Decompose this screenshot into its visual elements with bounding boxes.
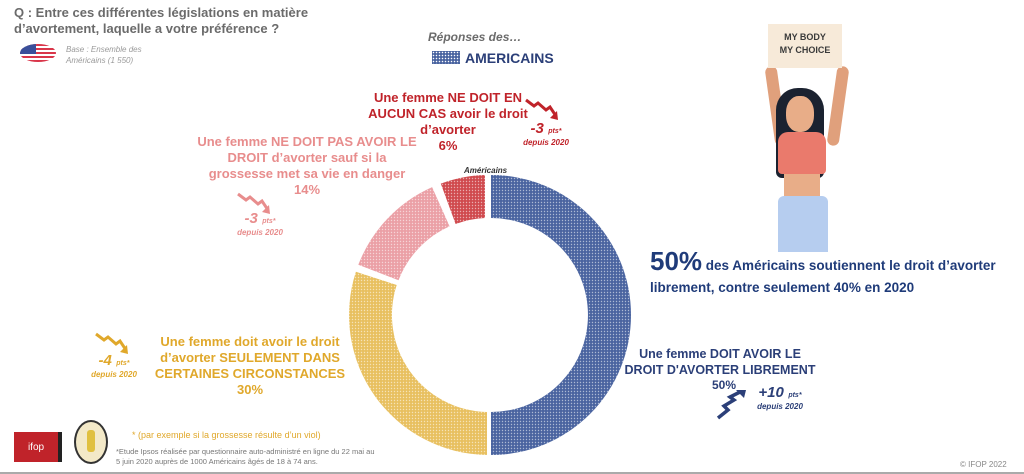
delta-pink-since: depuis 2020 bbox=[237, 228, 283, 237]
label-blue: Une femme DOIT AVOIR LE DROIT D'AVORTER … bbox=[620, 346, 820, 378]
delta-yellow-since: depuis 2020 bbox=[91, 370, 137, 379]
illustration-belly bbox=[784, 174, 820, 196]
label-pink-value: 14% bbox=[293, 182, 321, 197]
legend-title: Réponses des… bbox=[428, 30, 522, 44]
footnote: * (par exemple si la grossesse résulte d… bbox=[132, 430, 321, 440]
bottom-divider bbox=[0, 472, 1024, 474]
delta-red-unit: pts* bbox=[548, 128, 562, 135]
delta-blue-since: depuis 2020 bbox=[757, 402, 803, 411]
label-red-value: 6% bbox=[438, 138, 458, 153]
headline-text: des Américains soutiennent le droit d’av… bbox=[650, 258, 996, 295]
label-yellow: Une femme doit avoir le droit d’avorter … bbox=[140, 334, 360, 398]
delta-red: -3 pts* depuis 2020 bbox=[516, 120, 576, 148]
legend-swatch bbox=[432, 51, 460, 64]
delta-blue: +10 pts* depuis 2020 bbox=[748, 384, 812, 412]
illustration-face bbox=[786, 96, 814, 132]
down-trend-arrow-icon bbox=[95, 332, 128, 354]
illustration-arm-right bbox=[826, 65, 850, 147]
label-yellow-text: Une femme doit avoir le droit d’avorter … bbox=[154, 334, 346, 381]
donut-label: Américains bbox=[464, 166, 508, 175]
label-red: Une femme NE DOIT EN AUCUN CAS avoir le … bbox=[368, 90, 528, 154]
sign-line-1: MY BODY bbox=[784, 32, 826, 42]
label-pink-text: Une femme NE DOIT PAS AVOIR LE DROIT d’a… bbox=[197, 134, 417, 181]
delta-pink-unit: pts* bbox=[262, 218, 276, 225]
label-blue-value: 50% bbox=[712, 378, 737, 392]
label-yellow-value: 30% bbox=[236, 382, 264, 397]
illustration-top bbox=[778, 132, 826, 174]
donut-chart bbox=[349, 175, 631, 455]
delta-blue-value: +10 bbox=[758, 384, 784, 401]
base-note: Base : Ensemble des Américains (1 550) bbox=[66, 45, 142, 65]
delta-yellow: -4 pts* depuis 2020 bbox=[86, 352, 142, 380]
delta-yellow-unit: pts* bbox=[116, 360, 130, 367]
study-note: *Etude Ipsos réalisée par questionnaire … bbox=[116, 447, 375, 466]
delta-blue-unit: pts* bbox=[788, 392, 802, 399]
label-red-text: Une femme NE DOIT EN AUCUN CAS avoir le … bbox=[368, 90, 528, 137]
protest-sign: MY BODY MY CHOICE bbox=[768, 24, 842, 68]
sign-line-2: MY CHOICE bbox=[779, 45, 831, 55]
ifop-logo: ifop bbox=[14, 432, 62, 462]
up-trend-arrow-icon bbox=[716, 390, 746, 420]
delta-pink-value: -3 bbox=[244, 210, 258, 227]
copyright: © IFOP 2022 bbox=[960, 460, 1007, 469]
delta-red-value: -3 bbox=[530, 120, 544, 137]
us-flag-icon bbox=[20, 44, 56, 62]
legend-label: AMERICAINS bbox=[465, 50, 554, 66]
delta-pink: -3 pts* depuis 2020 bbox=[230, 210, 290, 238]
statue-of-liberty-seal-icon bbox=[74, 420, 108, 464]
down-trend-arrow-icon bbox=[237, 192, 270, 214]
delta-red-since: depuis 2020 bbox=[523, 138, 569, 147]
headline: 50% des Américains soutiennent le droit … bbox=[650, 248, 1020, 299]
label-pink: Une femme NE DOIT PAS AVOIR LE DROIT d’a… bbox=[196, 134, 418, 198]
delta-yellow-value: -4 bbox=[98, 352, 112, 369]
label-blue-text: Une femme DOIT AVOIR LE DROIT D'AVORTER … bbox=[624, 347, 816, 377]
illustration-pants bbox=[778, 196, 828, 252]
down-trend-arrow-icon bbox=[525, 98, 558, 120]
question-title: Q : Entre ces différentes législations e… bbox=[14, 5, 309, 36]
headline-percent: 50% bbox=[650, 246, 703, 276]
